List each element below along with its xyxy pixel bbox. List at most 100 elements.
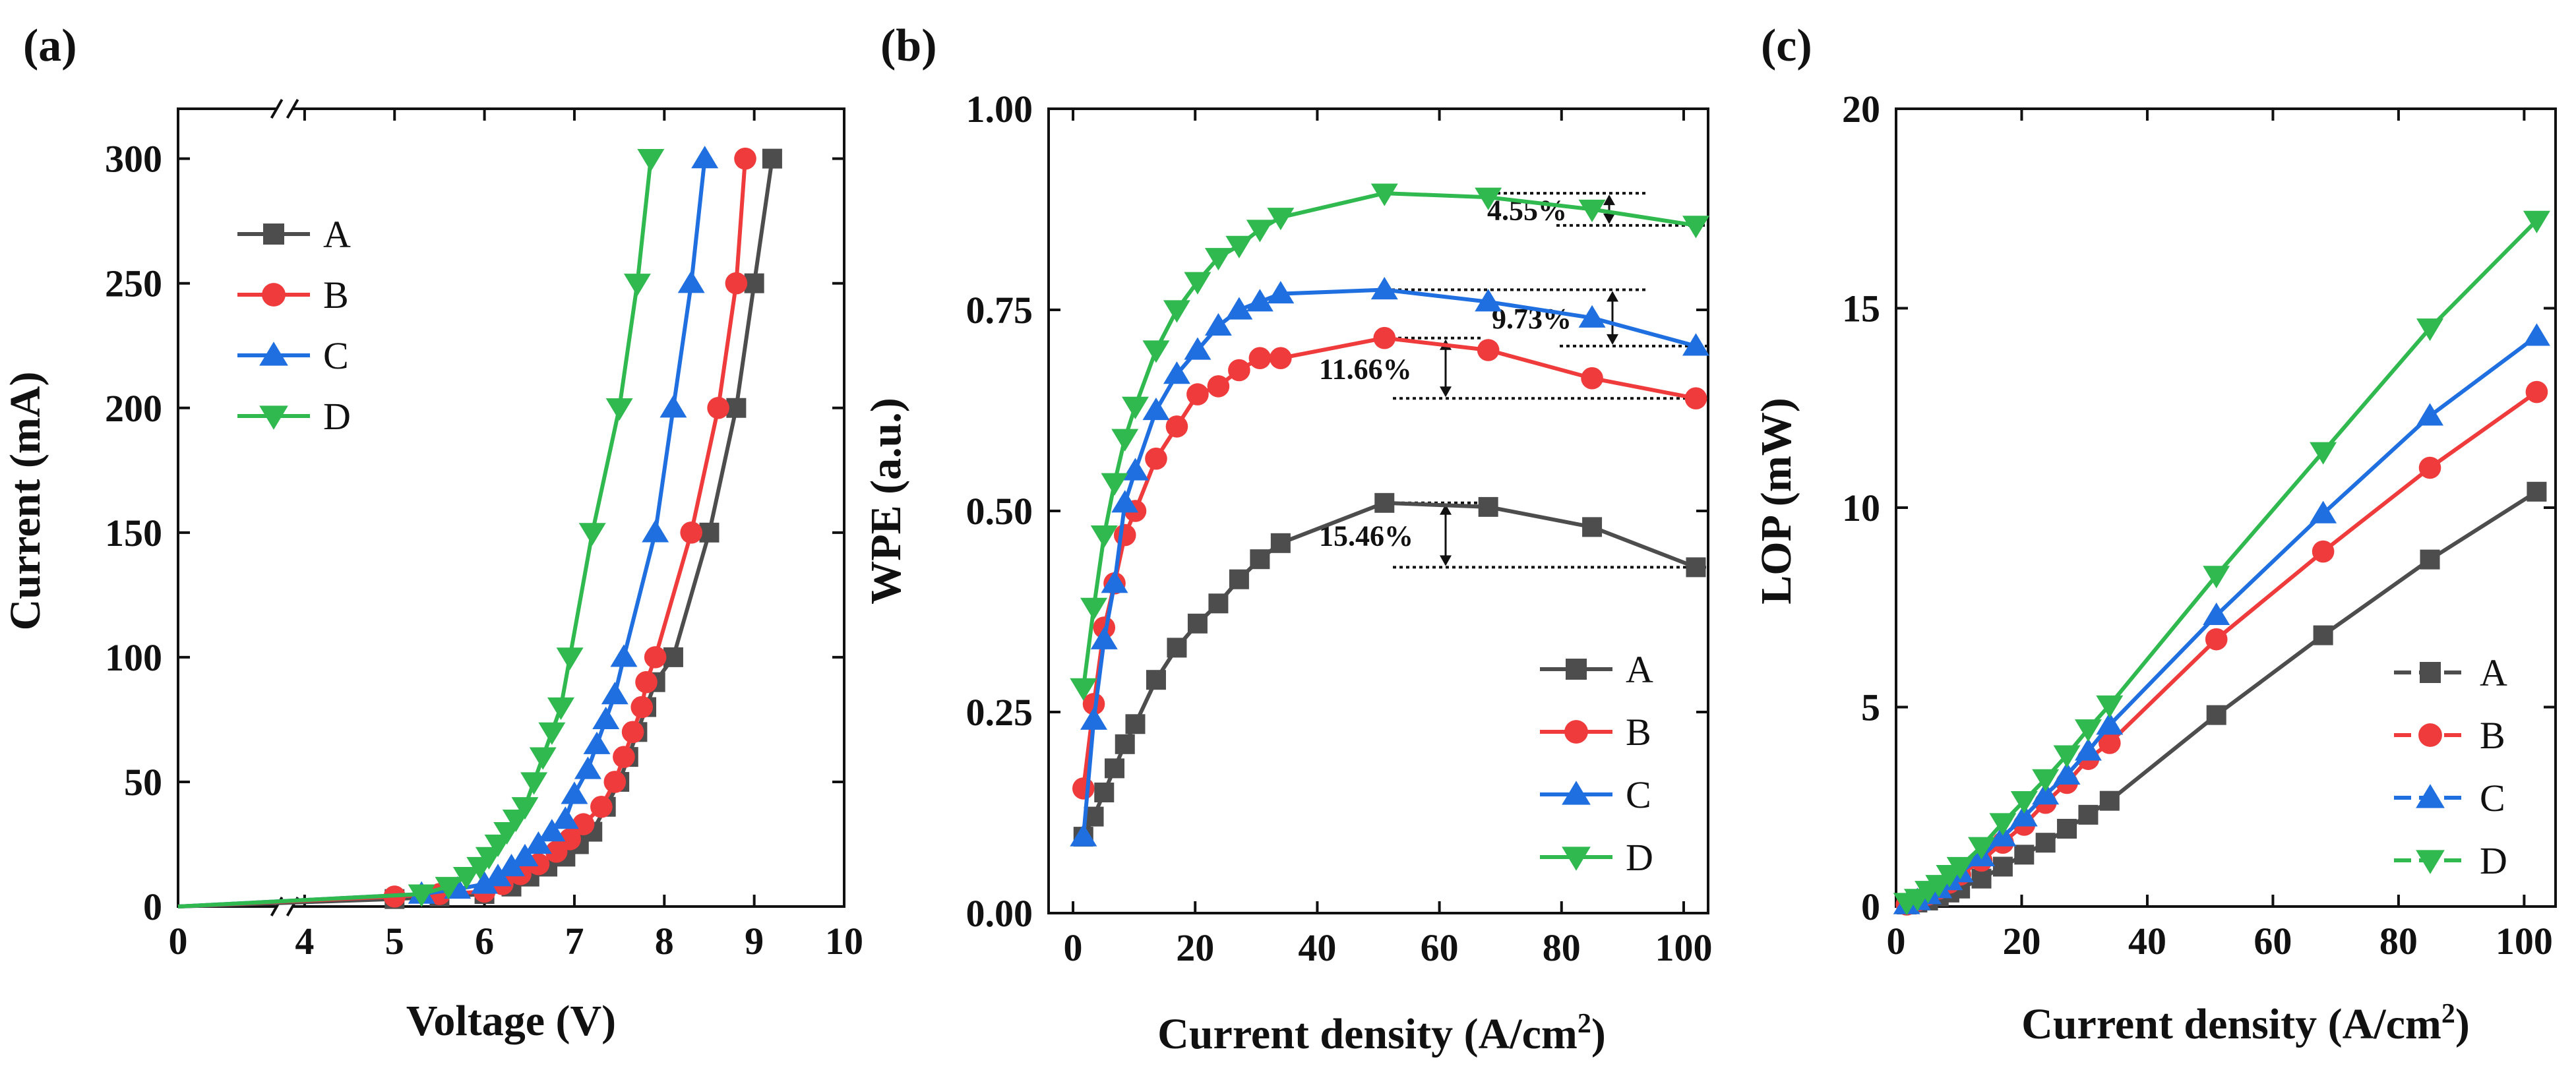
- panel-c-series-c-point: [2203, 602, 2230, 625]
- panel-c-y-tick-label: 5: [1861, 686, 1880, 729]
- panel-b-series-d-point: [1370, 183, 1398, 206]
- panel-b-series-d-point: [1163, 300, 1190, 323]
- panel-a-series-c-point: [691, 146, 719, 169]
- panel-c-y-tick-label: 15: [1842, 287, 1880, 330]
- panel-c-series-c-point: [2523, 323, 2550, 346]
- panel-b-series-d-point: [1475, 187, 1502, 210]
- panel-b-series-d-point: [1578, 199, 1606, 222]
- panel-a-series-c-point: [471, 871, 499, 894]
- panel-a-series-d-point: [623, 274, 651, 297]
- panel-b-series-a-point: [1146, 670, 1166, 690]
- panel-b-series-b-point: [1113, 523, 1136, 547]
- panel-b-annotation-label: 11.66%: [1319, 353, 1412, 385]
- panel-b-series-b-point: [1581, 367, 1603, 390]
- panel-b-series-a-point: [1270, 533, 1291, 553]
- panel-a-x-tick-label: 5: [385, 920, 404, 963]
- panel-b-x-tick-label: 40: [1298, 926, 1336, 969]
- panel-a-series-c-point: [484, 864, 512, 887]
- panel-b-y-tick-label: 0.25: [966, 691, 1033, 734]
- panel-a-legend-label: A: [323, 213, 351, 256]
- panel-b-series-d-line: [1081, 191, 1696, 688]
- panel-a-series-c-point: [511, 843, 539, 866]
- panel-a-x-tick-label: 9: [745, 920, 764, 963]
- panel-b-annotation-arrowhead: [1603, 213, 1615, 224]
- panel-b-series-c-point: [1204, 313, 1232, 336]
- panel-a-y-tick-label: 0: [143, 885, 162, 928]
- panel-b-series-a-point: [1125, 714, 1146, 734]
- panel-b-series-d-point: [1246, 220, 1273, 243]
- panel-c-series-b-point: [2205, 628, 2228, 651]
- panel-a-frame: [177, 107, 845, 908]
- panel-c-x-tick-label: 20: [2002, 920, 2040, 963]
- panel-a-series-a-point: [699, 522, 720, 543]
- panel-c-series-c-point: [2032, 782, 2060, 805]
- panel-b-series-b-point: [1373, 326, 1396, 349]
- panel-a-legend-label: D: [323, 395, 351, 438]
- panel-b-series-c-point: [1080, 707, 1107, 730]
- panel-b-series-d-point: [1070, 678, 1097, 701]
- panel-b-series-d-point: [1111, 429, 1139, 452]
- panel-b-legend-marker: [1562, 847, 1591, 871]
- panel-c-series-d-point: [2203, 566, 2230, 589]
- panel-c-y-tick-label: 10: [1842, 487, 1880, 529]
- panel-a-series-d-point: [538, 722, 566, 745]
- panel-b-series-a-point: [1105, 758, 1124, 779]
- panel-b-series-d-point: [1142, 340, 1170, 363]
- panel-c-series-b-point: [2525, 380, 2548, 403]
- panel-b-series-c-point: [1370, 277, 1398, 300]
- panel-b-legend-label: A: [1626, 648, 1653, 691]
- panel-a-series-c-point: [538, 819, 566, 842]
- panel-a-series-b-point: [603, 771, 627, 793]
- panel-c-series-a-point: [1992, 856, 2013, 877]
- panel-a-series-c-point: [583, 731, 611, 754]
- panel-b-series-d-point: [1080, 597, 1107, 620]
- panel-b-x-tick-label: 60: [1421, 926, 1459, 969]
- panel-a-series-c-point: [642, 520, 669, 543]
- panel-a-series-d-point: [547, 697, 574, 720]
- panel-label-c: (c): [1761, 20, 1812, 71]
- panel-b-series-d-point: [1682, 216, 1709, 239]
- panel-c-series-b-point: [2099, 732, 2121, 754]
- panel-a-series-d-point: [529, 747, 557, 770]
- panel-b-x-tick-label: 20: [1176, 926, 1214, 969]
- panel-a-series-d-point: [408, 884, 435, 907]
- panel-label-b: (b): [880, 20, 937, 71]
- panel-b-series-b-point: [1186, 383, 1209, 405]
- panel-b-y-tick-label: 1.00: [966, 88, 1033, 131]
- panel-a-series-b-point: [559, 828, 581, 850]
- panel-a-series-a-point: [744, 273, 764, 293]
- panel-b-y-tick-label: 0.75: [966, 289, 1033, 332]
- panel-c-y-tick-label: 20: [1842, 88, 1880, 131]
- panel-c-series-c-point: [2074, 738, 2102, 761]
- panel-a-series-c-point: [592, 706, 620, 730]
- panel-b-x-tick-label: 100: [1655, 926, 1712, 969]
- panel-b-series-d-point: [1225, 235, 1253, 258]
- panel-a-series-b-point: [734, 147, 756, 170]
- panel-b-annotation-arrowhead: [1607, 334, 1618, 345]
- panel-b-legend-label: B: [1626, 711, 1651, 754]
- panel-a-x-tick-label: 8: [655, 920, 674, 963]
- panel-b-series-a-point: [1229, 569, 1249, 589]
- panel-b-series-a-point: [1115, 734, 1135, 754]
- panel-a-series-d-point: [520, 772, 548, 795]
- panel-a-legend-marker: [263, 223, 284, 245]
- panel-a-series-a-point: [663, 647, 683, 667]
- panel-c-series-d-point: [1989, 813, 2017, 836]
- panel-a-series-b-point: [572, 813, 595, 836]
- panel-a-series-d-point: [637, 149, 665, 172]
- panel-label-a: (a): [23, 20, 77, 71]
- panel-a-y-tick-label: 150: [105, 512, 162, 554]
- panel-c-series-c-point: [2310, 500, 2337, 523]
- panel-c-frame: [1895, 107, 2557, 908]
- panel-c-series-d-point: [2010, 791, 2038, 814]
- panel-c-series-d-point: [2096, 695, 2124, 718]
- panel-b-series-c-point: [1163, 361, 1190, 384]
- panel-b-series-d-point: [1267, 208, 1295, 231]
- panel-b-series-c-point: [1225, 297, 1253, 320]
- panel-b-legend-marker: [1566, 659, 1587, 680]
- panel-c-series-d-point: [2310, 442, 2337, 465]
- panel-a-x-tick-label: 4: [295, 920, 314, 963]
- panel-b-series-c-point: [1090, 626, 1118, 649]
- panel-a-legend-marker: [259, 405, 288, 430]
